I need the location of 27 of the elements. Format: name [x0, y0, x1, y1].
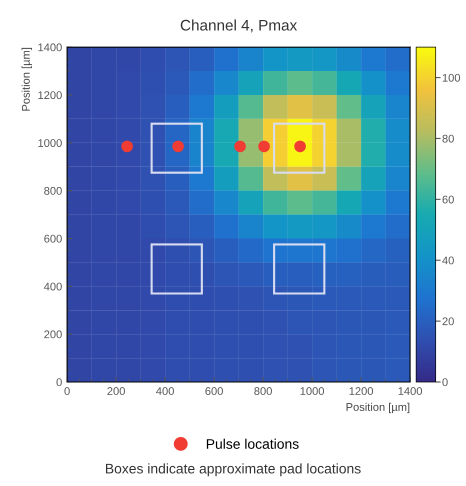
y-tick-label: 200	[44, 330, 62, 338]
y-tick-label: 400	[44, 282, 62, 290]
x-tick-label: 400	[156, 387, 174, 396]
x-axis-title: Position [µm]	[346, 402, 410, 414]
color-bar-label: 40	[442, 256, 454, 264]
y-tick-label: 800	[44, 186, 62, 195]
x-tick-label: 800	[254, 387, 272, 396]
x-tick-label: 1400	[398, 387, 422, 396]
y-tick-label: 1000	[38, 139, 62, 147]
x-tick-label: 0	[64, 387, 70, 396]
y-tick-label: 600	[44, 234, 62, 243]
x-tick-label: 1200	[350, 387, 374, 396]
color-bar-label: 100	[442, 74, 460, 82]
color-bar-label: 60	[442, 196, 454, 204]
chart-title: Channel 4, Pmax	[180, 19, 298, 32]
x-tick-label: 1000	[300, 387, 324, 396]
text: Boxes indicate approximate pad locations	[106, 463, 361, 476]
color-bar-label: 80	[442, 134, 454, 143]
legend-label: Pulse locations	[206, 438, 299, 449]
y-axis-title: Position [µm]	[22, 48, 32, 111]
x-tick-label: 200	[107, 387, 125, 396]
y-tick-label: 1400	[38, 43, 62, 52]
x-tick-label: 600	[205, 387, 223, 396]
y-tick-label: 1200	[38, 91, 62, 100]
color-bar-label: 20	[442, 317, 454, 326]
y-tick-label: 0	[56, 378, 62, 386]
color-bar-label: 0	[442, 378, 448, 386]
